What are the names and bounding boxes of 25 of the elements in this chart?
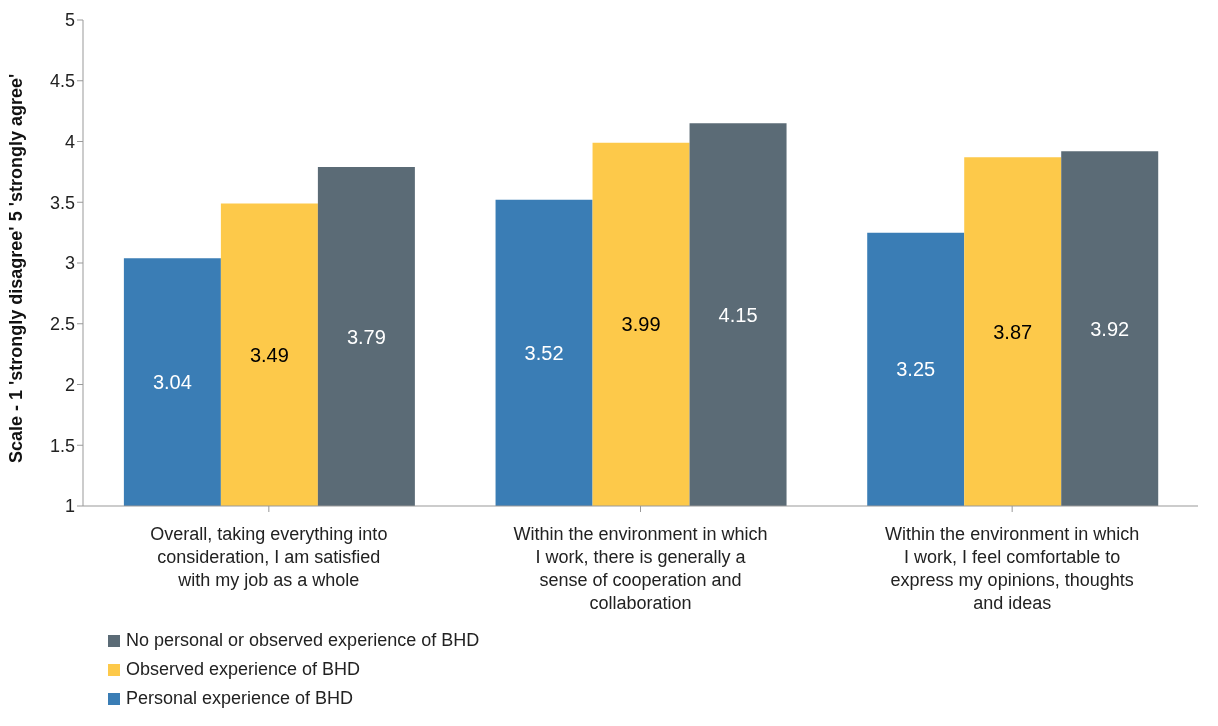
y-tick-label: 1	[64, 496, 75, 517]
y-tick-label: 2.5	[49, 314, 75, 335]
y-tick-label: 4.5	[49, 71, 75, 92]
data-label: 3.87	[993, 320, 1033, 343]
y-tick-label: 4	[64, 131, 75, 152]
data-label: 3.52	[524, 342, 564, 365]
data-label: 4.15	[718, 303, 758, 326]
data-label: 3.79	[346, 325, 386, 348]
y-tick-label: 2	[64, 374, 75, 395]
x-tick-label: Within the environment in which I work, I feel comfortable to express my opinions, thoughts and ideas	[885, 524, 1140, 613]
data-label: 3.25	[896, 358, 936, 381]
legend-label: Observed experience of BHD	[126, 659, 361, 680]
y-tick-label: 3	[64, 253, 75, 274]
data-label: 3.92	[1090, 317, 1130, 340]
y-tick-label: 1.5	[49, 435, 75, 456]
legend-label: Personal experience of BHD	[126, 688, 354, 709]
data-label: 3.49	[249, 343, 289, 366]
legend-label: No personal or observed experience of BHD	[126, 630, 480, 651]
data-label: 3.99	[621, 313, 661, 336]
y-axis-title: Scale - 1 'strongly disagree' 5 'strongly agree'	[6, 73, 27, 463]
y-tick-label: 3.5	[49, 192, 75, 213]
x-tick-label: Within the environment in which I work, there is generally a sense of cooperation and collaboration	[513, 524, 768, 613]
data-label: 3.04	[152, 371, 192, 394]
y-tick-label: 5	[64, 10, 75, 31]
x-tick-label: Overall, taking everything into consideration, I am satisfied with my job as a whole	[150, 524, 388, 590]
